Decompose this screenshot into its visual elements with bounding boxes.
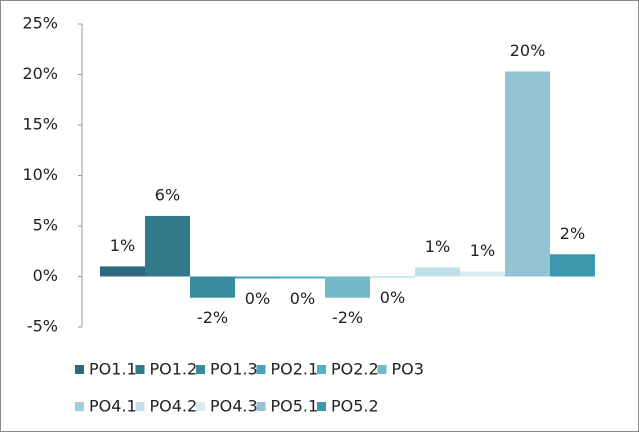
legend-swatch	[377, 365, 387, 374]
value-label: -2%	[197, 308, 228, 327]
bar	[190, 276, 235, 298]
bar	[145, 215, 190, 277]
legend-swatch	[196, 365, 205, 374]
y-tick-label: -5%	[27, 317, 58, 336]
y-tick-label: 10%	[22, 165, 58, 184]
bar	[505, 71, 550, 277]
y-tick-label: 15%	[22, 115, 58, 134]
legend-swatch	[256, 365, 266, 374]
value-label: 0%	[245, 289, 270, 308]
legend-label: PO5.2	[331, 397, 379, 416]
legend-label: PO2.2	[331, 360, 379, 379]
bar	[100, 266, 145, 277]
value-label: 0%	[380, 288, 405, 307]
value-label: 0%	[290, 289, 315, 308]
bar	[280, 276, 325, 279]
legend-swatch	[196, 402, 205, 411]
legend-swatch	[317, 402, 326, 411]
legend-label: PO1.3	[210, 360, 258, 379]
legend-swatch	[135, 365, 145, 374]
bar	[415, 267, 460, 277]
legend-swatch	[75, 402, 84, 411]
legend-label: PO4.1	[89, 397, 137, 416]
legend-label: PO5.1	[271, 397, 319, 416]
value-label: 20%	[510, 41, 546, 60]
bar	[235, 276, 280, 279]
legend-label: PO1.2	[150, 360, 198, 379]
y-tick-label: 0%	[33, 266, 58, 285]
legend-label: PO2.1	[271, 360, 319, 379]
value-label: -2%	[332, 308, 363, 327]
value-label: 1%	[425, 237, 450, 256]
value-label: 1%	[110, 236, 135, 255]
legend-swatch	[256, 402, 266, 411]
legend-swatch	[135, 402, 145, 411]
value-label: 2%	[560, 224, 585, 243]
legend-label: PO1.1	[89, 360, 137, 379]
y-tick-label: 20%	[22, 64, 58, 83]
value-label: 1%	[470, 241, 495, 260]
bar	[370, 276, 415, 278]
value-label: 6%	[155, 185, 180, 204]
legend-label: PO4.2	[150, 397, 198, 416]
legend-swatch	[317, 365, 326, 374]
legend-label: PO4.3	[210, 397, 258, 416]
legend-label: PO3	[392, 360, 424, 379]
legend-swatch	[75, 365, 84, 374]
bar	[460, 271, 505, 277]
bar	[550, 254, 595, 277]
y-tick-label: 5%	[33, 216, 58, 235]
bar	[325, 276, 370, 298]
y-tick-label: 25%	[22, 14, 58, 33]
